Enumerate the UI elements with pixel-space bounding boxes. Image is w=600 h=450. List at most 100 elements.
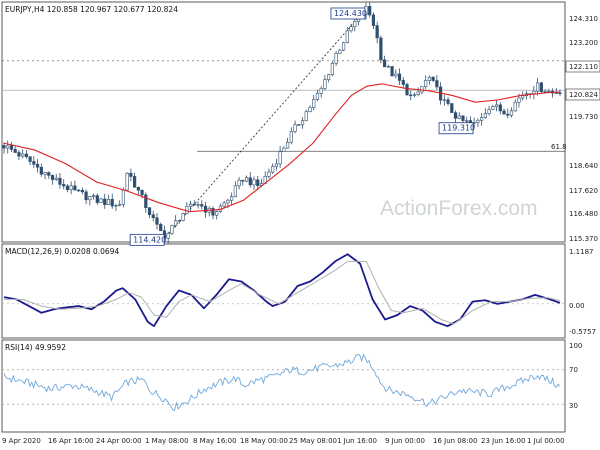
candle-body [140,189,144,196]
candle-body [188,203,193,207]
candle-body [536,82,540,92]
price-chart-title: EURJPY,H4 120.858 120.967 120.677 120.82… [5,5,178,14]
rsi-plot [2,353,565,412]
candle-body [465,120,469,122]
candle-body [312,99,316,108]
price-annotation-label: 124.430 [334,9,367,18]
candle-body [424,80,428,88]
candle-body [248,177,252,186]
candle-body [334,53,338,64]
candle-body [487,109,491,114]
y-tick-7: 117.620 [569,187,598,195]
candle-body [442,99,446,101]
candle-body [13,149,17,153]
candle-body [394,73,398,77]
macd-plot [2,253,565,328]
candle-body [35,163,40,168]
macd-tick-bottom: -0.5757 [569,328,596,336]
candle-body [416,91,420,95]
price-annotation-box [129,233,165,246]
macd-tick-top: 1.1187 [569,248,594,256]
candle-body [412,94,417,96]
candle-body [118,204,122,206]
candle-body [211,207,215,216]
candle-body [129,172,133,177]
y-tick-3: 122.110 [569,63,598,71]
candle-body [532,90,536,94]
candle-body [252,179,256,186]
candle-body [289,131,293,143]
price-axis: 124.310 123.200 122.110 120.824 119.730 … [565,15,600,243]
candle-body [267,171,271,177]
candle-body [431,76,435,81]
x-tick-3: 24 Apr 00:00 [96,437,142,445]
rsi-tick-30: 30 [569,402,578,410]
candle-body [151,214,155,219]
x-tick-2: 16 Apr 16:00 [48,437,94,445]
candle-body [95,195,99,203]
candle-body [58,177,62,185]
candle-body [166,233,170,239]
candle-body [476,119,480,123]
price-annotation-label: 114.420 [133,235,166,244]
candle-body [297,124,301,126]
indicator-axes: 1.1187 0.00 -0.5757 100 70 30 [569,248,596,410]
candle-body [271,166,275,173]
candle-body [196,204,200,206]
macd-tick-zero: 0.00 [569,302,585,310]
candle-body [409,94,413,97]
candle-body [103,198,107,205]
candle-body [39,166,43,175]
candle-body [483,113,487,118]
candle-body [304,111,308,122]
candle-body [73,185,77,191]
candle-body [147,207,152,216]
candle-body [192,203,196,206]
x-tick-4: 1 May 08:00 [145,437,189,445]
level-box-122110 [565,60,600,73]
price-plot: 61.8 124.430 114.420 119.310 [2,2,567,246]
candle-body [215,211,219,216]
candle-body [319,88,323,94]
candle-body [233,185,237,197]
macd-panel-frame [1,243,566,339]
candle-body [494,104,499,108]
candle-body [491,106,495,110]
candle-body [405,84,409,96]
candle-body [170,225,174,234]
candle-body [327,74,331,80]
candle-body [222,202,226,207]
candle-body [99,198,103,203]
candle-body [80,189,84,193]
candle-body [554,92,558,94]
candle-body [293,124,297,132]
candle-body [28,156,32,162]
candle-body [379,37,383,61]
candle-body [274,163,279,167]
rsi-panel-frame [1,339,566,433]
candle-body [177,220,181,222]
x-tick-6: 18 May 00:00 [240,437,288,445]
candle-body [69,185,73,190]
candle-body [521,95,525,99]
candle-body [498,104,502,112]
candle-body [43,172,47,175]
candle-body [345,30,349,44]
candle-body [461,115,465,121]
candle-body [480,117,484,121]
candle-body [323,79,327,89]
x-tick-5: 8 May 16:00 [193,437,237,445]
candle-body [62,184,66,187]
candle-body [457,115,461,119]
trend-line [165,7,368,237]
moving-average-line [3,83,561,213]
candle-body [47,172,51,176]
candle-body [315,92,320,100]
candle-body [517,97,521,103]
candle-body [435,80,439,88]
y-tick-8: 116.480 [569,210,598,218]
candle-body [368,6,372,16]
candle-body [91,195,96,197]
x-tick-10: 16 Jun 08:00 [433,437,477,445]
